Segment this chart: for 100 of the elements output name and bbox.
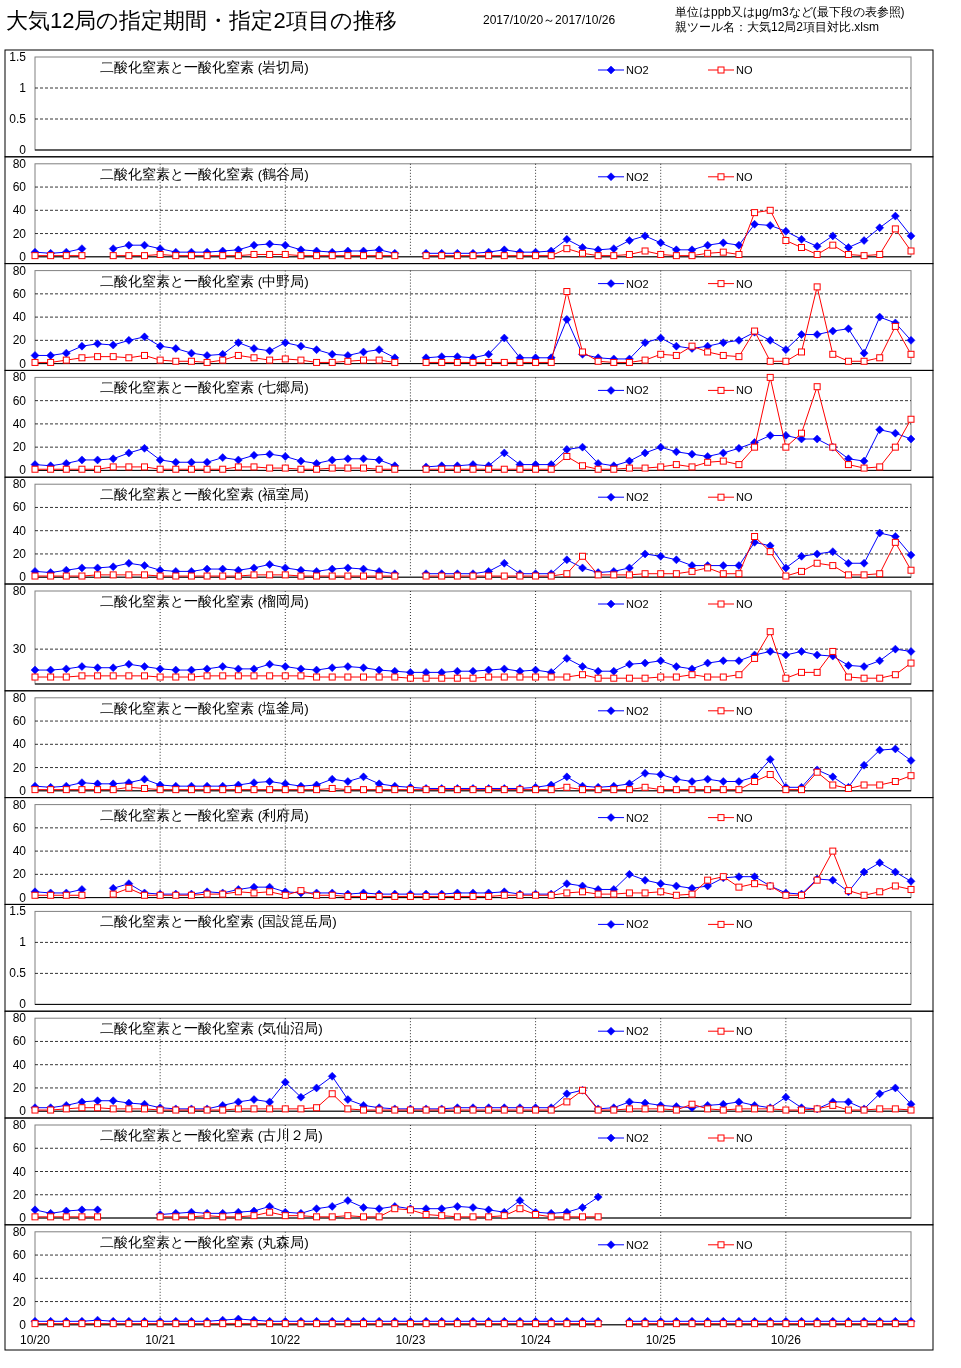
x-tick-label: 10/25 — [645, 1332, 677, 1347]
legend-label: NO2 — [626, 277, 649, 290]
y-tick-label: 80 — [12, 263, 27, 278]
legend-label: NO2 — [626, 1132, 649, 1144]
y-tick-label: 60 — [12, 393, 27, 408]
y-tick-label: 1.5 — [9, 50, 27, 64]
y-tick-label: 40 — [12, 844, 27, 859]
y-tick-label: 0 — [19, 356, 27, 371]
y-tick-label: 20 — [12, 760, 27, 775]
y-tick-label: 40 — [12, 416, 27, 431]
y-tick-label: 0.5 — [9, 966, 27, 981]
chart-title: 二酸化窒素と一酸化窒素 (丸森局) — [100, 1234, 309, 1250]
y-tick-label: 40 — [12, 203, 27, 218]
x-tick-label: 10/24 — [520, 1332, 551, 1347]
chart-title: 二酸化窒素と一酸化窒素 (利府局) — [100, 807, 309, 823]
text: 親ツール名：大気12局2項目対比.xlsm — [675, 20, 880, 34]
y-tick-label: 1.5 — [9, 904, 27, 919]
legend-label: NO2 — [626, 170, 649, 183]
y-tick-label: 60 — [12, 500, 27, 515]
y-tick-label: 60 — [12, 286, 27, 301]
y-tick-label: 30 — [12, 642, 27, 657]
y-tick-label: 40 — [12, 523, 27, 538]
y-tick-label: 40 — [12, 1057, 27, 1072]
y-tick-label: 20 — [12, 440, 27, 455]
y-tick-label: 60 — [12, 714, 27, 729]
legend-label: NO2 — [626, 64, 649, 76]
y-tick-label: 80 — [12, 370, 27, 385]
y-tick-label: 40 — [12, 737, 27, 752]
y-tick-label: 80 — [12, 797, 27, 812]
legend-label: NO2 — [626, 811, 649, 824]
y-tick-label: 60 — [12, 1034, 27, 1049]
y-tick-label: 0.5 — [9, 112, 27, 126]
chart-title: 二酸化窒素と一酸化窒素 (岩切局) — [100, 60, 309, 75]
y-tick-label: 80 — [12, 156, 27, 171]
y-tick-label: 20 — [12, 1187, 27, 1202]
y-tick-label: 0 — [19, 1104, 27, 1119]
y-tick-label: 0 — [19, 890, 27, 905]
legend-label: NO2 — [626, 1238, 649, 1251]
y-tick-label: 60 — [12, 1141, 27, 1156]
chart-title: 二酸化窒素と一酸化窒素 (気仙沼局) — [100, 1021, 323, 1037]
legend-label: NO — [736, 384, 753, 397]
legend-label: NO — [736, 811, 753, 824]
legend-label: NO — [736, 64, 753, 76]
y-tick-label: 80 — [12, 690, 27, 705]
chart-title: 二酸化窒素と一酸化窒素 (古川２局) — [100, 1128, 323, 1143]
x-tick-label: 10/21 — [145, 1332, 176, 1347]
y-tick-label: 40 — [12, 1164, 27, 1179]
legend-label: NO2 — [626, 918, 649, 931]
legend-label: NO — [736, 704, 753, 717]
chart-title: 二酸化窒素と一酸化窒素 (榴岡局) — [100, 594, 309, 609]
y-tick-label: 20 — [12, 226, 27, 241]
legend-label: NO — [736, 491, 753, 504]
text: 大気12局の指定期間・指定2項目の推移 — [6, 8, 397, 33]
legend-label: NO2 — [626, 1025, 649, 1038]
y-tick-label: 20 — [12, 1294, 27, 1309]
y-tick-label: 60 — [12, 820, 27, 835]
legend-label: NO2 — [626, 704, 649, 717]
y-tick-label: 80 — [12, 1011, 27, 1026]
legend-label: NO — [736, 1025, 753, 1038]
y-tick-label: 80 — [12, 584, 27, 598]
chart-title: 二酸化窒素と一酸化窒素 (鶴谷局) — [100, 166, 309, 182]
x-tick-label: 10/20 — [19, 1332, 51, 1347]
chart-title: 二酸化窒素と一酸化窒素 (七郷局) — [100, 380, 309, 396]
text: 2017/10/20～2017/10/26 — [483, 13, 616, 27]
y-tick-label: 80 — [12, 477, 27, 492]
y-tick-label: 20 — [12, 1080, 27, 1095]
legend-label: NO — [736, 170, 753, 183]
y-tick-label: 1 — [19, 935, 27, 950]
y-tick-label: 1 — [19, 81, 27, 95]
legend-label: NO — [736, 918, 753, 931]
y-tick-label: 80 — [12, 1118, 27, 1132]
x-tick-label: 10/26 — [770, 1332, 802, 1347]
y-tick-label: 0 — [19, 1317, 27, 1332]
y-tick-label: 20 — [12, 333, 27, 348]
legend-label: NO — [736, 1238, 753, 1251]
y-tick-label: 0 — [19, 1211, 27, 1225]
chart-title: 二酸化窒素と一酸化窒素 (塩釜局) — [100, 700, 309, 716]
y-tick-label: 60 — [12, 1248, 27, 1263]
y-tick-label: 60 — [12, 180, 27, 195]
text: 単位はppb又はμg/m3など(最下段の表参照) — [675, 5, 905, 19]
chart-title: 二酸化窒素と一酸化窒素 (中野局) — [100, 273, 309, 289]
y-tick-label: 40 — [12, 1271, 27, 1286]
chart-title: 二酸化窒素と一酸化窒素 (福室局) — [100, 487, 309, 503]
legend-label: NO — [736, 598, 753, 610]
y-tick-label: 0 — [19, 249, 27, 264]
y-tick-label: 0 — [19, 783, 27, 798]
x-tick-label: 10/22 — [270, 1332, 301, 1347]
legend-label: NO2 — [626, 384, 649, 397]
y-tick-label: 80 — [12, 1224, 27, 1239]
y-tick-label: 40 — [12, 310, 27, 325]
chart-title: 二酸化窒素と一酸化窒素 (国設箟岳局) — [100, 914, 337, 930]
y-tick-label: 0 — [19, 997, 27, 1012]
legend-label: NO2 — [626, 491, 649, 504]
legend-label: NO — [736, 277, 753, 290]
x-tick-label: 10/23 — [395, 1332, 426, 1347]
y-tick-label: 20 — [12, 867, 27, 882]
y-tick-label: 0 — [19, 463, 27, 478]
y-tick-label: 0 — [19, 143, 27, 157]
legend-label: NO — [736, 1132, 753, 1144]
y-tick-label: 0 — [19, 570, 27, 585]
